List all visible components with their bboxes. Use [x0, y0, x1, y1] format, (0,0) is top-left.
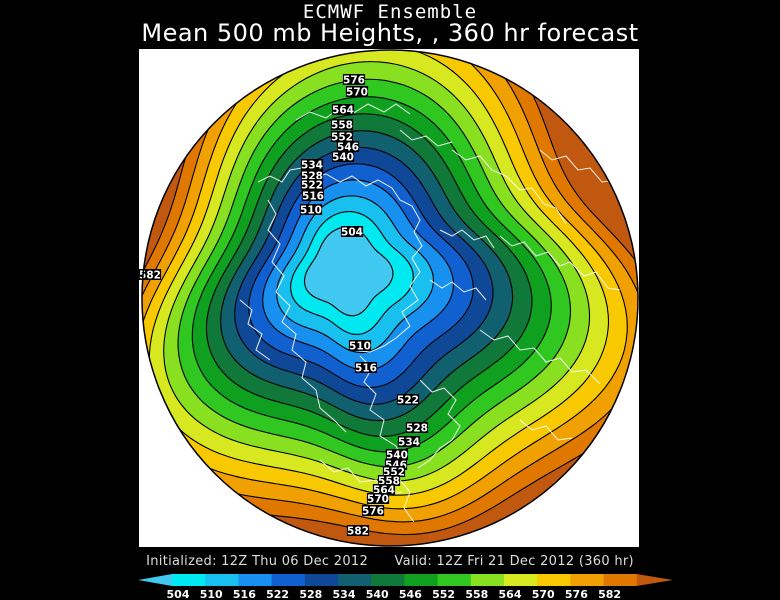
colorbar: 504 510 516 522 528 534 540 546 552 558 564 570 576 5… [138, 574, 673, 600]
colorbar-segment [470, 574, 505, 586]
chart-subtitle: Mean 500 mb Heights, , 360 hr forecast [141, 19, 639, 47]
wsi-logo: WSI [152, 500, 236, 544]
contour-label: 570 [366, 493, 390, 506]
valid-time: Valid: 12Z Fri 21 Dec 2012 (360 hr) [394, 554, 634, 569]
colorbar-tick-label: 540 [366, 588, 389, 600]
contour-label: 552 [330, 131, 354, 144]
colorbar-tick-label: 534 [333, 588, 356, 600]
members-count: 51 out of 51 [540, 58, 598, 69]
colorbar-tick-label: 576 [565, 588, 588, 600]
colorbar-segment [603, 574, 638, 586]
contour-label: 522 [396, 394, 420, 407]
contour-label: 540 [385, 449, 409, 462]
members-available: members available [523, 69, 615, 80]
contour-label: 570 [345, 86, 369, 99]
band-below-504 [303, 226, 394, 317]
contour-label: 540 [331, 151, 355, 164]
contour-label: 582 [138, 269, 162, 282]
contour-label: 516 [354, 362, 378, 375]
disk-edge [141, 49, 639, 547]
chart-title: ECMWF Ensemble [302, 1, 478, 23]
colorbar-tick-label: 582 [598, 588, 621, 600]
polar-disk [142, 50, 638, 546]
colorbar-tick-label: 558 [465, 588, 488, 600]
colorbar-segment [271, 574, 306, 586]
contour-label: 546 [336, 141, 360, 154]
colorbar-segment [172, 574, 206, 586]
colorbar-segment [437, 574, 472, 586]
svg-text:576: 576 [343, 75, 365, 87]
colorbar-segment [338, 574, 372, 586]
colorbar-arrow-left [138, 574, 172, 586]
colorbar-segment [404, 574, 439, 586]
colorbar-tick-label: 546 [399, 588, 422, 600]
svg-text:528: 528 [406, 423, 428, 435]
members-note: 51 out of 51 members available [506, 58, 632, 80]
contour-label: 576 [342, 74, 366, 87]
colorbar-segment [205, 574, 239, 586]
contour-label: 510 [299, 204, 323, 217]
svg-text:510: 510 [349, 341, 371, 353]
svg-text:558: 558 [331, 120, 353, 132]
svg-text:504: 504 [341, 227, 363, 239]
colorbar-tick-label: 528 [299, 588, 322, 600]
contour-label: 522 [300, 179, 324, 192]
svg-text:570: 570 [346, 87, 368, 99]
colorbar-segment [304, 574, 339, 586]
colorbar-segment [238, 574, 273, 586]
contour-label: 534 [300, 159, 324, 172]
contour-label: 582 [346, 525, 370, 538]
colorbar-tick-label: 570 [532, 588, 555, 600]
svg-text:510: 510 [300, 205, 322, 217]
svg-text:582: 582 [347, 526, 369, 538]
footer: Initialized: 12Z Thu 06 Dec 2012 Valid: … [0, 554, 780, 569]
colorbar-segment [371, 574, 405, 586]
contour-label: 510 [348, 340, 372, 353]
colorbar-arrow-right [636, 574, 673, 586]
contour-label: 534 [397, 436, 421, 449]
colorbar-tick-label: 504 [167, 588, 190, 600]
svg-text:564: 564 [332, 105, 354, 117]
svg-text:546: 546 [337, 142, 359, 154]
colorbar-tick-label: 564 [499, 588, 522, 600]
contour-label: 576 [361, 505, 385, 518]
svg-text:516: 516 [355, 363, 377, 375]
svg-text:540: 540 [386, 450, 408, 462]
colorbar-segment [504, 574, 538, 586]
colorbar-tick-label: 510 [200, 588, 223, 600]
contour-label: 528 [405, 422, 429, 435]
svg-text:576: 576 [362, 506, 384, 518]
svg-text:516: 516 [302, 191, 324, 203]
contour-label: 558 [330, 119, 354, 132]
svg-text:534: 534 [398, 437, 420, 449]
colorbar-segment [570, 574, 605, 586]
svg-text:522: 522 [301, 180, 323, 192]
colorbar-tick-label: 522 [266, 588, 289, 600]
colorbar-tick-label: 552 [432, 588, 455, 600]
svg-text:522: 522 [397, 395, 419, 407]
svg-text:534: 534 [301, 160, 323, 172]
svg-text:582: 582 [139, 270, 161, 282]
contour-label: 516 [301, 190, 325, 203]
contour-labels: 5765705645585525465405345285225165105045… [138, 74, 429, 538]
colorbar-tick-label: 516 [233, 588, 256, 600]
contour-label: 504 [340, 226, 364, 239]
svg-text:540: 540 [332, 152, 354, 164]
svg-text:570: 570 [367, 494, 389, 506]
colorbar-segment [537, 574, 571, 586]
initialized-time: Initialized: 12Z Thu 06 Dec 2012 [146, 554, 369, 569]
svg-text:552: 552 [331, 132, 353, 144]
contour-label: 564 [331, 104, 355, 117]
